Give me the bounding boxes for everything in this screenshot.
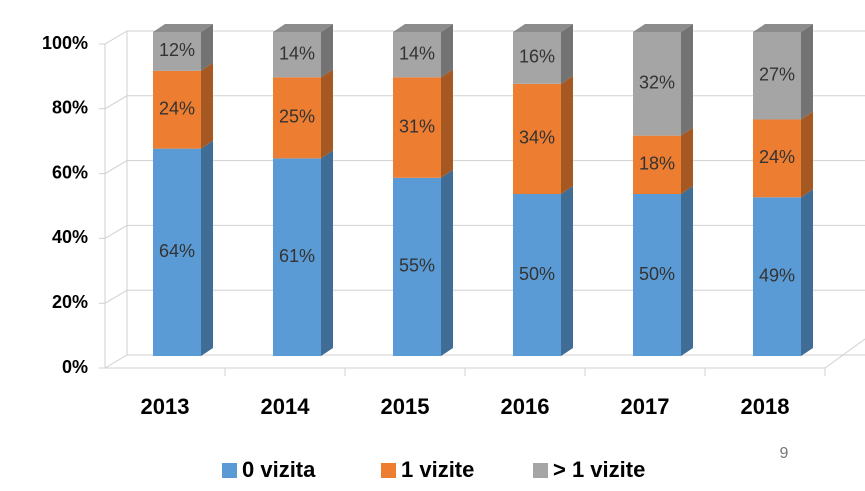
- value-label: 24%: [759, 147, 795, 167]
- value-label: 27%: [759, 64, 795, 84]
- bar-side: [441, 69, 453, 178]
- legend-label: 1 vizite: [401, 457, 474, 482]
- bar-side: [201, 24, 213, 71]
- grid-line: [99, 30, 865, 45]
- value-label: 14%: [279, 43, 315, 63]
- value-label: 32%: [639, 73, 675, 93]
- floor: [105, 338, 865, 369]
- x-tick-label: 2017: [621, 394, 670, 419]
- value-label: 31%: [399, 116, 435, 136]
- bar-side: [441, 169, 453, 356]
- legend-label: 0 vizita: [242, 457, 316, 482]
- bar-side: [441, 24, 453, 78]
- value-label: 55%: [399, 256, 435, 276]
- bar-side: [321, 150, 333, 356]
- bar-side: [801, 189, 813, 356]
- bar-front: [153, 70, 201, 149]
- x-tick-label: 2015: [381, 394, 430, 419]
- bar-front: [393, 32, 441, 78]
- legend-swatch: [533, 463, 548, 478]
- x-tick-label: 2016: [501, 394, 550, 419]
- grid-line: [99, 354, 865, 369]
- bar-top: [273, 24, 333, 32]
- bar-top: [153, 24, 213, 32]
- bar-side: [801, 24, 813, 120]
- value-label: 14%: [399, 43, 435, 63]
- bar-front: [393, 177, 441, 356]
- value-label: 61%: [279, 246, 315, 266]
- bar-front: [153, 32, 201, 71]
- bar-front: [273, 32, 321, 78]
- y-tick-label: 60%: [52, 162, 88, 182]
- bar-front: [513, 194, 561, 356]
- y-tick-label: 20%: [52, 292, 88, 312]
- value-label: 24%: [159, 99, 195, 119]
- legend-label: > 1 vizite: [553, 457, 645, 482]
- legend-swatch: [222, 463, 237, 478]
- grid-line: [99, 160, 865, 175]
- value-label: 25%: [279, 107, 315, 127]
- bar-side: [681, 186, 693, 356]
- bar-side: [681, 24, 693, 136]
- bar-top: [393, 24, 453, 32]
- legend-swatch: [381, 463, 396, 478]
- bar-side: [201, 140, 213, 356]
- bar-top: [633, 24, 693, 32]
- x-tick-label: 2018: [741, 394, 790, 419]
- grid-line: [99, 95, 865, 110]
- bar-front: [753, 197, 801, 356]
- y-tick-label: 0%: [62, 357, 88, 377]
- page-number: 9: [780, 445, 789, 462]
- x-tick-label: 2013: [141, 394, 190, 419]
- bar-side: [561, 24, 573, 84]
- bar-side: [321, 69, 333, 159]
- bar-side: [681, 127, 693, 194]
- y-tick-label: 80%: [52, 98, 88, 118]
- bar-front: [633, 135, 681, 194]
- bar-front: [633, 32, 681, 136]
- bar-side: [801, 111, 813, 198]
- bar-front: [753, 32, 801, 120]
- value-label: 16%: [519, 47, 555, 67]
- value-label: 12%: [159, 40, 195, 60]
- grid-line: [99, 224, 865, 239]
- x-tick-label: 2014: [261, 394, 311, 419]
- grid-line: [99, 289, 865, 304]
- value-label: 64%: [159, 241, 195, 261]
- bar-front: [753, 119, 801, 198]
- bar-front: [393, 77, 441, 178]
- bar-front: [513, 32, 561, 84]
- bar-side: [561, 186, 573, 356]
- bar-front: [153, 148, 201, 356]
- value-label: 18%: [639, 154, 675, 174]
- value-label: 34%: [519, 128, 555, 148]
- bar-front: [273, 158, 321, 356]
- bar-top: [513, 24, 573, 32]
- value-label: 49%: [759, 265, 795, 285]
- bar-front: [273, 77, 321, 159]
- value-label: 50%: [519, 264, 555, 284]
- bar-side: [561, 75, 573, 194]
- bar-front: [513, 83, 561, 194]
- value-label: 50%: [639, 264, 675, 284]
- bar-front: [633, 194, 681, 356]
- y-tick-label: 40%: [52, 227, 88, 247]
- bar-side: [201, 62, 213, 149]
- bar-top: [753, 24, 813, 32]
- bar-side: [321, 24, 333, 78]
- y-tick-label: 100%: [42, 33, 88, 53]
